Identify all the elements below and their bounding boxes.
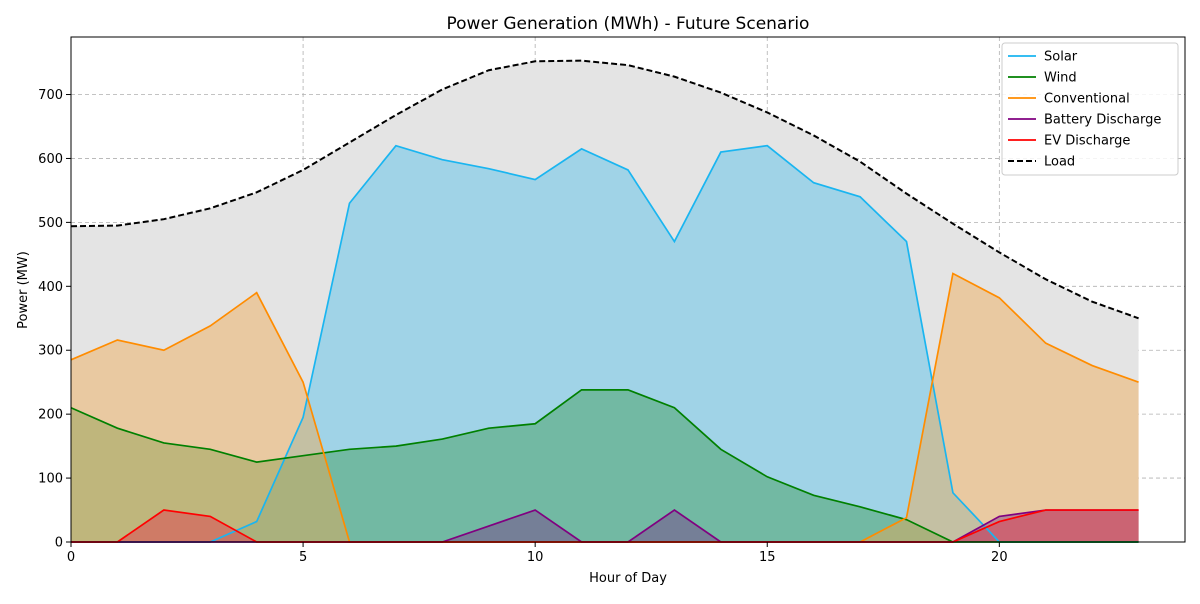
solar-area xyxy=(71,145,1139,542)
legend-label-ev-discharge: EV Discharge xyxy=(1044,134,1130,149)
legend-box xyxy=(1001,42,1179,176)
y-tick-label: 700 xyxy=(38,88,63,103)
x-axis-label: Hour of Day xyxy=(589,571,667,586)
plot-frame xyxy=(70,36,1186,543)
y-tick-label: 200 xyxy=(38,408,63,423)
area-layer xyxy=(71,60,1139,543)
y-tick-label: 300 xyxy=(38,344,63,359)
x-tick-label: 20 xyxy=(991,550,1008,565)
legend-label-solar: Solar xyxy=(1044,50,1078,65)
x-tick-label: 5 xyxy=(299,550,307,565)
x-tick-label: 10 xyxy=(527,550,544,565)
ev-discharge-area xyxy=(71,510,1139,542)
y-axis-label: Power (MW) xyxy=(16,251,31,329)
x-tick-label: 0 xyxy=(67,550,75,565)
load-line xyxy=(70,59,1139,320)
y-tick-label: 600 xyxy=(38,152,63,167)
chart-title: Power Generation (MWh) - Future Scenario xyxy=(447,14,810,34)
legend-label-load: Load xyxy=(1044,155,1075,170)
solar-line xyxy=(71,144,1139,543)
x-tick-label: 15 xyxy=(759,550,776,565)
legend-label-conventional: Conventional xyxy=(1044,92,1130,107)
legend: Solar Wind Conventional Battery Discharge EV… xyxy=(1001,42,1179,176)
y-tick-label: 0 xyxy=(55,536,63,551)
legend-label-wind: Wind xyxy=(1044,71,1077,86)
y-tick-label: 100 xyxy=(38,472,63,487)
legend-label-battery-discharge: Battery Discharge xyxy=(1044,113,1161,128)
y-tick-label: 500 xyxy=(38,216,63,231)
y-tick-label: 400 xyxy=(38,280,63,295)
